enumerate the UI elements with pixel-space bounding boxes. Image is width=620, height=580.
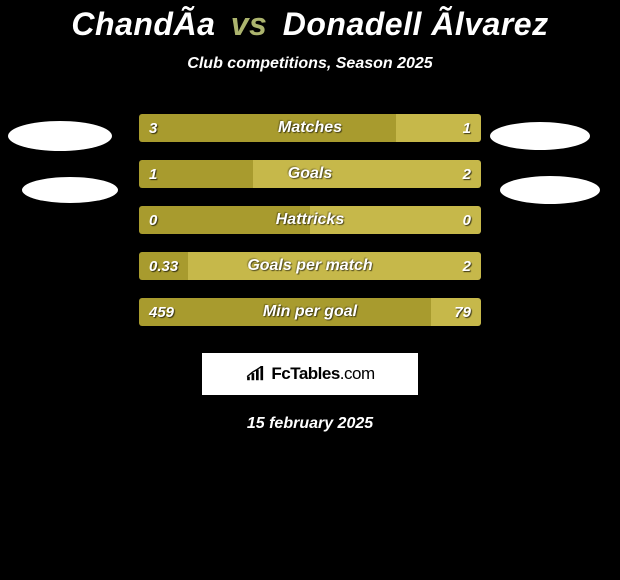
player2-flag — [490, 122, 590, 150]
bar-chart-icon — [245, 366, 267, 382]
brand-badge: FcTables.com — [202, 353, 418, 395]
player1-flag — [8, 121, 112, 151]
subtitle: Club competitions, Season 2025 — [0, 55, 620, 73]
stat-bar-left — [139, 298, 431, 326]
page-title: ChandÃ­a vs Donadell Ãlvarez — [0, 6, 620, 43]
stat-row: Goals12 — [138, 159, 482, 189]
player2-name: Donadell Ãlvarez — [283, 6, 549, 42]
stat-bar-left — [139, 114, 396, 142]
stat-bar-right — [396, 114, 482, 142]
stat-bar-left — [139, 160, 253, 188]
brand-text: FcTables.com — [271, 364, 374, 384]
date-label: 15 february 2025 — [0, 415, 620, 433]
stat-bar-left — [139, 252, 188, 280]
player2-flag-shadow — [500, 176, 600, 204]
stat-bar-right — [188, 252, 481, 280]
brand-main: FcTables — [271, 364, 339, 383]
stat-bar-right — [431, 298, 481, 326]
stat-row: Goals per match0.332 — [138, 251, 482, 281]
stat-row: Hattricks00 — [138, 205, 482, 235]
stat-bar-right — [253, 160, 481, 188]
brand-suffix: .com — [340, 364, 375, 383]
stat-bar-left — [139, 206, 310, 234]
stat-row: Min per goal45979 — [138, 297, 482, 327]
vs-separator: vs — [231, 6, 268, 42]
stat-row: Matches31 — [138, 113, 482, 143]
infographic-root: ChandÃ­a vs Donadell Ãlvarez Club compet… — [0, 0, 620, 580]
stat-bar-right — [310, 206, 481, 234]
player1-name: ChandÃ­a — [71, 6, 215, 42]
player1-flag-shadow — [22, 177, 118, 203]
